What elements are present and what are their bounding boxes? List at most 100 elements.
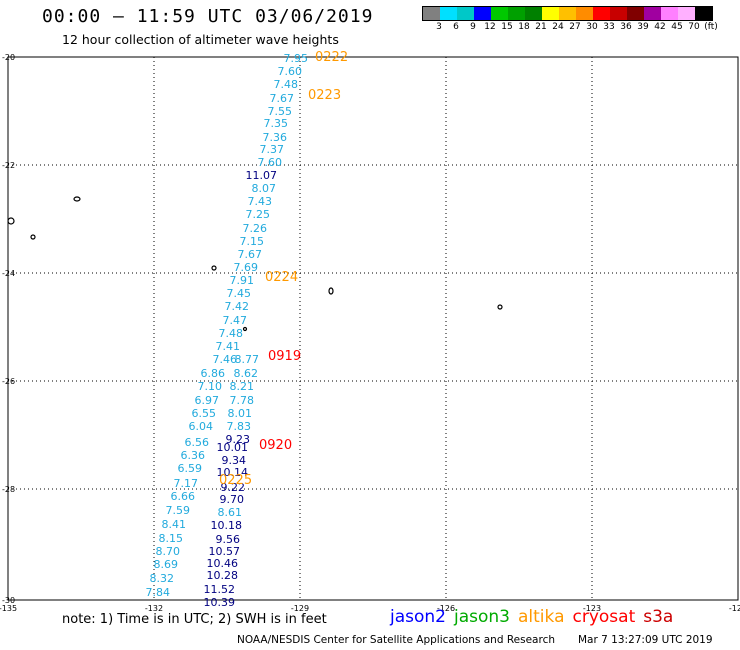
- legend-label: 9: [470, 22, 476, 32]
- wave-height-value: 7.48: [219, 327, 244, 340]
- wave-height-value: 7.36: [263, 131, 288, 144]
- wave-height-labels: 7.957.607.487.677.557.357.367.377.6011.0…: [146, 52, 309, 609]
- legend-label: (ft): [704, 22, 718, 32]
- wave-height-value: 7.69: [234, 261, 259, 274]
- wave-height-value: 11.07: [246, 169, 278, 182]
- time-label: 0222: [315, 50, 348, 65]
- satellite-altika: altika: [518, 607, 565, 627]
- legend-label: 24: [552, 22, 564, 32]
- lat-tick-label: -30: [2, 596, 15, 605]
- wave-height-value: 11.52: [204, 583, 236, 596]
- legend-swatch: [576, 7, 593, 20]
- lon-tick-label: -123: [583, 604, 601, 613]
- legend-labels: 3 6 9 12 15 18 21 24 27 30 33 36 39 42 45 70 (ft): [422, 21, 718, 35]
- satellite-cryosat: cryosat: [572, 607, 636, 627]
- time-label: 0919: [268, 349, 301, 364]
- wave-height-value: 7.17: [174, 477, 199, 490]
- wave-height-value: 7.67: [238, 248, 263, 261]
- lon-tick-label: -135: [0, 604, 17, 613]
- legend-swatch: [457, 7, 474, 20]
- island-outline: [7, 217, 15, 225]
- satellite-jason2: jason2: [390, 607, 446, 627]
- legend-swatch: [559, 7, 576, 20]
- legend-swatch: [542, 7, 559, 20]
- island-outline: [73, 196, 81, 202]
- lat-tick-label: -22: [2, 161, 15, 170]
- wave-height-value: 8.69: [154, 558, 179, 571]
- wave-height-value: 7.10: [198, 380, 223, 393]
- legend-swatch: [508, 7, 525, 20]
- wave-height-value: 9.56: [216, 533, 241, 546]
- legend-swatches: [422, 6, 713, 21]
- legend-swatch: [593, 7, 610, 20]
- time-label: 0225: [219, 473, 252, 488]
- footer-timestamp: Mar 7 13:27:09 UTC 2019: [578, 634, 713, 646]
- legend-label: 39: [637, 22, 649, 32]
- wave-height-value: 7.37: [260, 143, 285, 156]
- wave-height-value: 8.41: [162, 518, 187, 531]
- legend-label: 15: [501, 22, 513, 32]
- map-frame: [7, 56, 739, 601]
- wave-height-value: 7.60: [258, 156, 283, 169]
- legend-swatch: [610, 7, 627, 20]
- wave-height-value: 7.25: [246, 208, 271, 221]
- wave-height-value: 7.47: [223, 314, 248, 327]
- legend-swatch: [440, 7, 457, 20]
- wave-height-value: 7.78: [230, 394, 255, 407]
- wave-height-value: 7.83: [227, 420, 252, 433]
- wave-height-value: 7.84: [146, 586, 171, 599]
- wave-height-value: 7.67: [270, 92, 295, 105]
- satellite-s3a: s3a: [643, 607, 674, 627]
- wave-height-value: 10.57: [209, 545, 241, 558]
- lat-tick-label: -24: [2, 269, 15, 278]
- legend-swatch: [627, 7, 644, 20]
- wave-height-value: 9.23: [226, 433, 251, 446]
- legend-label: 33: [603, 22, 615, 32]
- lat-tick-label: -20: [2, 53, 15, 62]
- wave-height-value: 6.56: [185, 436, 210, 449]
- wave-height-value: 7.41: [216, 340, 241, 353]
- wave-height-value: 6.66: [171, 490, 196, 503]
- legend-label: 21: [535, 22, 547, 32]
- legend-swatch: [525, 7, 542, 20]
- island-outline: [242, 326, 248, 332]
- wave-height-value: 8.01: [228, 407, 253, 420]
- legend-swatch: [678, 7, 695, 20]
- wave-height-value: 6.97: [195, 394, 220, 407]
- time-label: 0920: [259, 438, 292, 453]
- wave-height-value: 10.46: [207, 557, 239, 570]
- wave-height-value: 8.77: [235, 353, 260, 366]
- lon-tick-label: -132: [145, 604, 163, 613]
- legend-label: 70: [688, 22, 700, 32]
- islands: [7, 196, 503, 332]
- color-legend: 3 6 9 12 15 18 21 24 27 30 33 36 39 42 45 70 (ft): [422, 6, 718, 35]
- wave-height-value: 6.36: [181, 449, 206, 462]
- legend-label: 27: [569, 22, 581, 32]
- wave-height-value: 9.34: [222, 454, 247, 467]
- legend-swatch: [474, 7, 491, 20]
- lat-tick-label: -28: [2, 485, 15, 494]
- wave-height-value: 7.26: [243, 222, 268, 235]
- wave-height-value: 10.18: [211, 519, 243, 532]
- wave-height-value: 6.59: [178, 462, 203, 475]
- legend-label: 18: [518, 22, 530, 32]
- wave-height-value: 10.01: [217, 441, 249, 454]
- island-outline: [30, 234, 36, 240]
- page-title: 00:00 – 11:59 UTC 03/06/2019: [42, 6, 374, 27]
- page-subtitle: 12 hour collection of altimeter wave hei…: [62, 32, 339, 47]
- legend-label: 12: [484, 22, 496, 32]
- lon-tick-label: -126: [437, 604, 455, 613]
- footer-note: note: 1) Time is in UTC; 2) SWH is in fe…: [62, 612, 327, 627]
- legend-label: 30: [586, 22, 598, 32]
- island-outline: [211, 265, 217, 271]
- wave-height-value: 7.95: [284, 52, 309, 65]
- satellite-legend: jason2 jason3 altika cryosat s3a: [390, 607, 681, 627]
- map-grid: [7, 56, 739, 601]
- wave-height-value: 7.48: [274, 78, 299, 91]
- wave-height-value: 7.91: [230, 274, 255, 287]
- satellite-jason3: jason3: [454, 607, 510, 627]
- time-labels: 0222 0223 0224 0919 0920 0225: [219, 50, 348, 488]
- lat-tick-label: -26: [2, 377, 15, 386]
- time-label: 0224: [265, 270, 298, 285]
